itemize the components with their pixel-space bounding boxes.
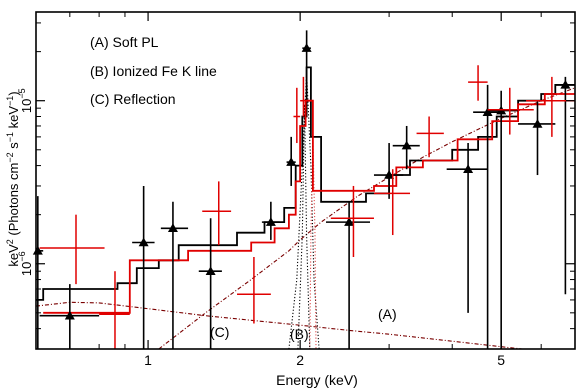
data-point-s1-10: [392, 125, 420, 170]
data-point-s2-7: [373, 169, 411, 236]
data-point-s1-11: [446, 143, 488, 313]
triangle-marker: [384, 170, 395, 179]
axis-ticks: [36, 12, 575, 349]
y-tick-label-1e-6: 10−6: [17, 251, 34, 276]
data-point-s1-5: [261, 201, 280, 240]
data-point-s1-12: [473, 84, 502, 349]
model-step-lines: [36, 66, 575, 314]
data-point-s2-6: [330, 185, 374, 257]
component-curve-3: [297, 104, 311, 350]
data-point-s1-1: [39, 284, 100, 349]
data-point-s1-7: [301, 30, 312, 77]
triangle-marker: [344, 217, 355, 226]
curve-label-b: (B): [290, 326, 309, 342]
annotation-fe-k-line: (B) Ionized Fe K line: [90, 63, 217, 79]
triangle-marker: [532, 118, 543, 128]
data-point-s2-3: [237, 256, 271, 324]
x-tick-label-1: 1: [144, 352, 152, 368]
data-point-s2-5: [300, 76, 309, 117]
x-tick-label-2: 2: [296, 352, 304, 368]
data-point-s1-9: [373, 143, 404, 199]
plot-frame: [35, 11, 576, 350]
x-axis-label: Energy (keV): [276, 372, 358, 388]
triangle-marker: [560, 79, 571, 89]
data-point-s1-8: [325, 201, 371, 349]
data-point-s2-8: [416, 116, 444, 158]
data-point-s2-2: [202, 181, 232, 246]
triangle-marker: [401, 140, 412, 150]
triangle-marker: [286, 157, 297, 166]
triangle-marker: [482, 107, 493, 116]
curve-label-c: (C): [210, 324, 229, 340]
triangle-marker: [205, 266, 216, 275]
data-point-s1-14: [518, 100, 556, 176]
data-point-s1-4: [198, 218, 222, 349]
model-step-line-series-2: [43, 93, 575, 314]
annotation-reflection: (C) Reflection: [90, 91, 176, 107]
data-point-s1-3: [160, 201, 189, 349]
y-axis-label: keV2 (Photons cm−2 s−1 keV−1): [5, 91, 21, 266]
model-step-line-series-1: [36, 66, 575, 301]
data-point-s1-2: [132, 185, 155, 349]
data-point-s1-0: [32, 196, 44, 349]
data-point-s1-6: [286, 136, 297, 186]
curve-label-a: (A): [378, 306, 397, 322]
triangle-marker: [167, 223, 178, 233]
triangle-marker: [138, 237, 149, 247]
component-curve-0: [35, 301, 523, 350]
y-tick-label-1e-5: 10−5: [17, 88, 34, 113]
legend-annotations: (A) Soft PL (B) Ionized Fe K line (C) Re…: [90, 34, 217, 107]
data-point-s2-1: [99, 271, 130, 349]
annotation-soft-pl: (A) Soft PL: [90, 34, 159, 50]
triangle-marker: [64, 310, 75, 320]
triangle-marker: [265, 217, 276, 226]
triangle-marker: [463, 164, 474, 173]
data-point-s1-15: [555, 76, 575, 295]
triangle-marker: [301, 43, 312, 52]
data-point-s2-10: [487, 87, 534, 135]
data-point-s2-9: [468, 65, 488, 101]
x-tick-label-5: 5: [497, 352, 505, 368]
data-point-s2-0: [39, 214, 105, 285]
data-point-s2-4: [293, 87, 301, 144]
